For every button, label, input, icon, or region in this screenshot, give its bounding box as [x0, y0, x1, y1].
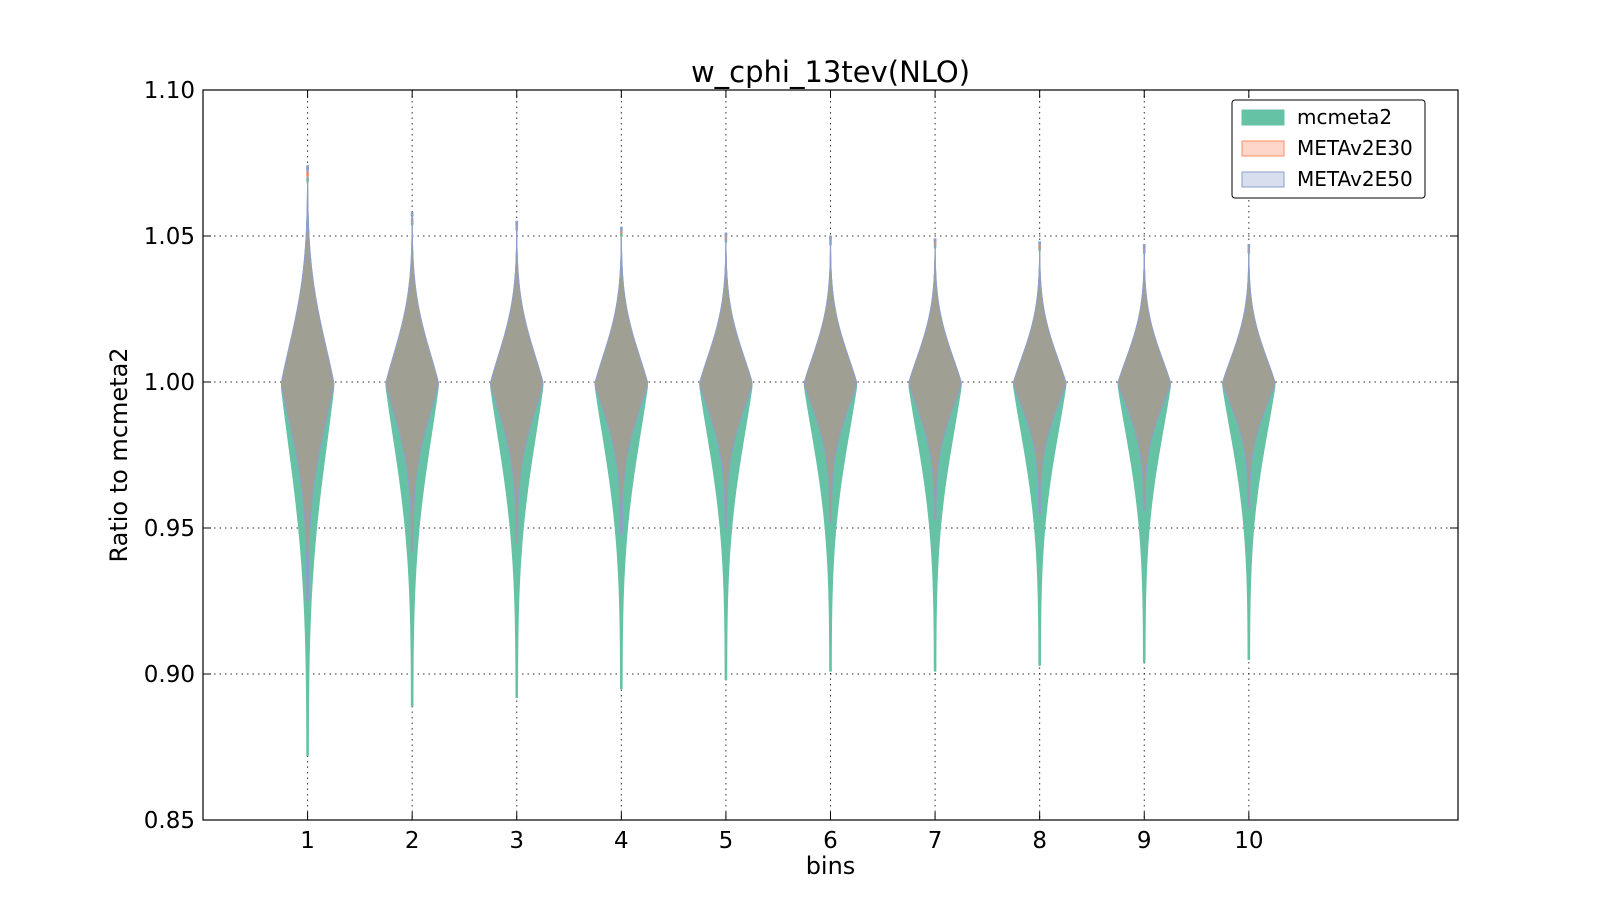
violin-bin-6 — [803, 235, 858, 672]
x-tick-label: 4 — [614, 828, 629, 854]
legend-label-METAv2E50: METAv2E50 — [1297, 167, 1413, 191]
ticks: 1 2 3 4 5 6 7 8 9 10 0.85 0.90 0.95 1.00 1.05 1.10 — [144, 78, 1458, 854]
x-tick-label: 9 — [1137, 828, 1152, 854]
violin-overlap-bin-2 — [385, 212, 439, 552]
violin-bin-2 — [385, 212, 439, 707]
y-tick-label: 1.05 — [144, 224, 195, 250]
violin-overlap-bin-6 — [803, 235, 858, 523]
y-tick-label: 1.00 — [144, 370, 195, 396]
violin-overlap-bin-3 — [490, 220, 544, 544]
x-tick-label: 10 — [1234, 828, 1263, 854]
x-tick-label: 1 — [300, 828, 315, 854]
legend-swatch-METAv2E50 — [1241, 171, 1285, 188]
violin-bin-8 — [1013, 241, 1067, 666]
legend-label-METAv2E30: METAv2E30 — [1297, 136, 1413, 160]
legend: mcmeta2 METAv2E30 METAv2E50 — [1231, 99, 1426, 199]
violin-bin-9 — [1117, 244, 1171, 663]
legend-swatch-METAv2E30 — [1241, 140, 1285, 157]
violins — [280, 165, 1276, 757]
violin-bin-3 — [490, 220, 544, 698]
violin-bin-4 — [594, 226, 648, 690]
y-tick-label: 1.10 — [144, 78, 195, 104]
x-tick-label: 3 — [509, 828, 524, 854]
violin-overlap-bin-7 — [908, 238, 962, 520]
violin-overlap-bin-9 — [1117, 244, 1171, 511]
x-tick-label: 2 — [405, 828, 420, 854]
violin-bin-7 — [908, 238, 962, 672]
violin-overlap-bin-1 — [280, 165, 335, 602]
violin-bin-5 — [699, 232, 753, 681]
x-tick-label: 8 — [1032, 828, 1047, 854]
y-axis-label: Ratio to mcmeta2 — [105, 347, 133, 562]
violin-overlap-bin-8 — [1013, 241, 1067, 514]
violin-bin-10 — [1222, 244, 1276, 660]
x-axis-label: bins — [806, 852, 856, 880]
violin-overlap-bin-10 — [1222, 244, 1276, 509]
violin-overlap-bin-5 — [699, 232, 753, 529]
violin-overlap-bin-4 — [594, 226, 648, 535]
chart-title: w_cphi_13tev(NLO) — [691, 55, 970, 89]
legend-label-mcmeta2: mcmeta2 — [1297, 105, 1392, 129]
legend-swatch-mcmeta2 — [1241, 109, 1285, 126]
x-tick-label: 5 — [719, 828, 734, 854]
x-tick-label: 7 — [928, 828, 943, 854]
x-tick-label: 6 — [823, 828, 838, 854]
violin-bin-1 — [280, 165, 335, 757]
y-tick-label: 0.90 — [144, 662, 195, 688]
y-tick-label: 0.85 — [144, 808, 195, 834]
y-tick-label: 0.95 — [144, 516, 195, 542]
